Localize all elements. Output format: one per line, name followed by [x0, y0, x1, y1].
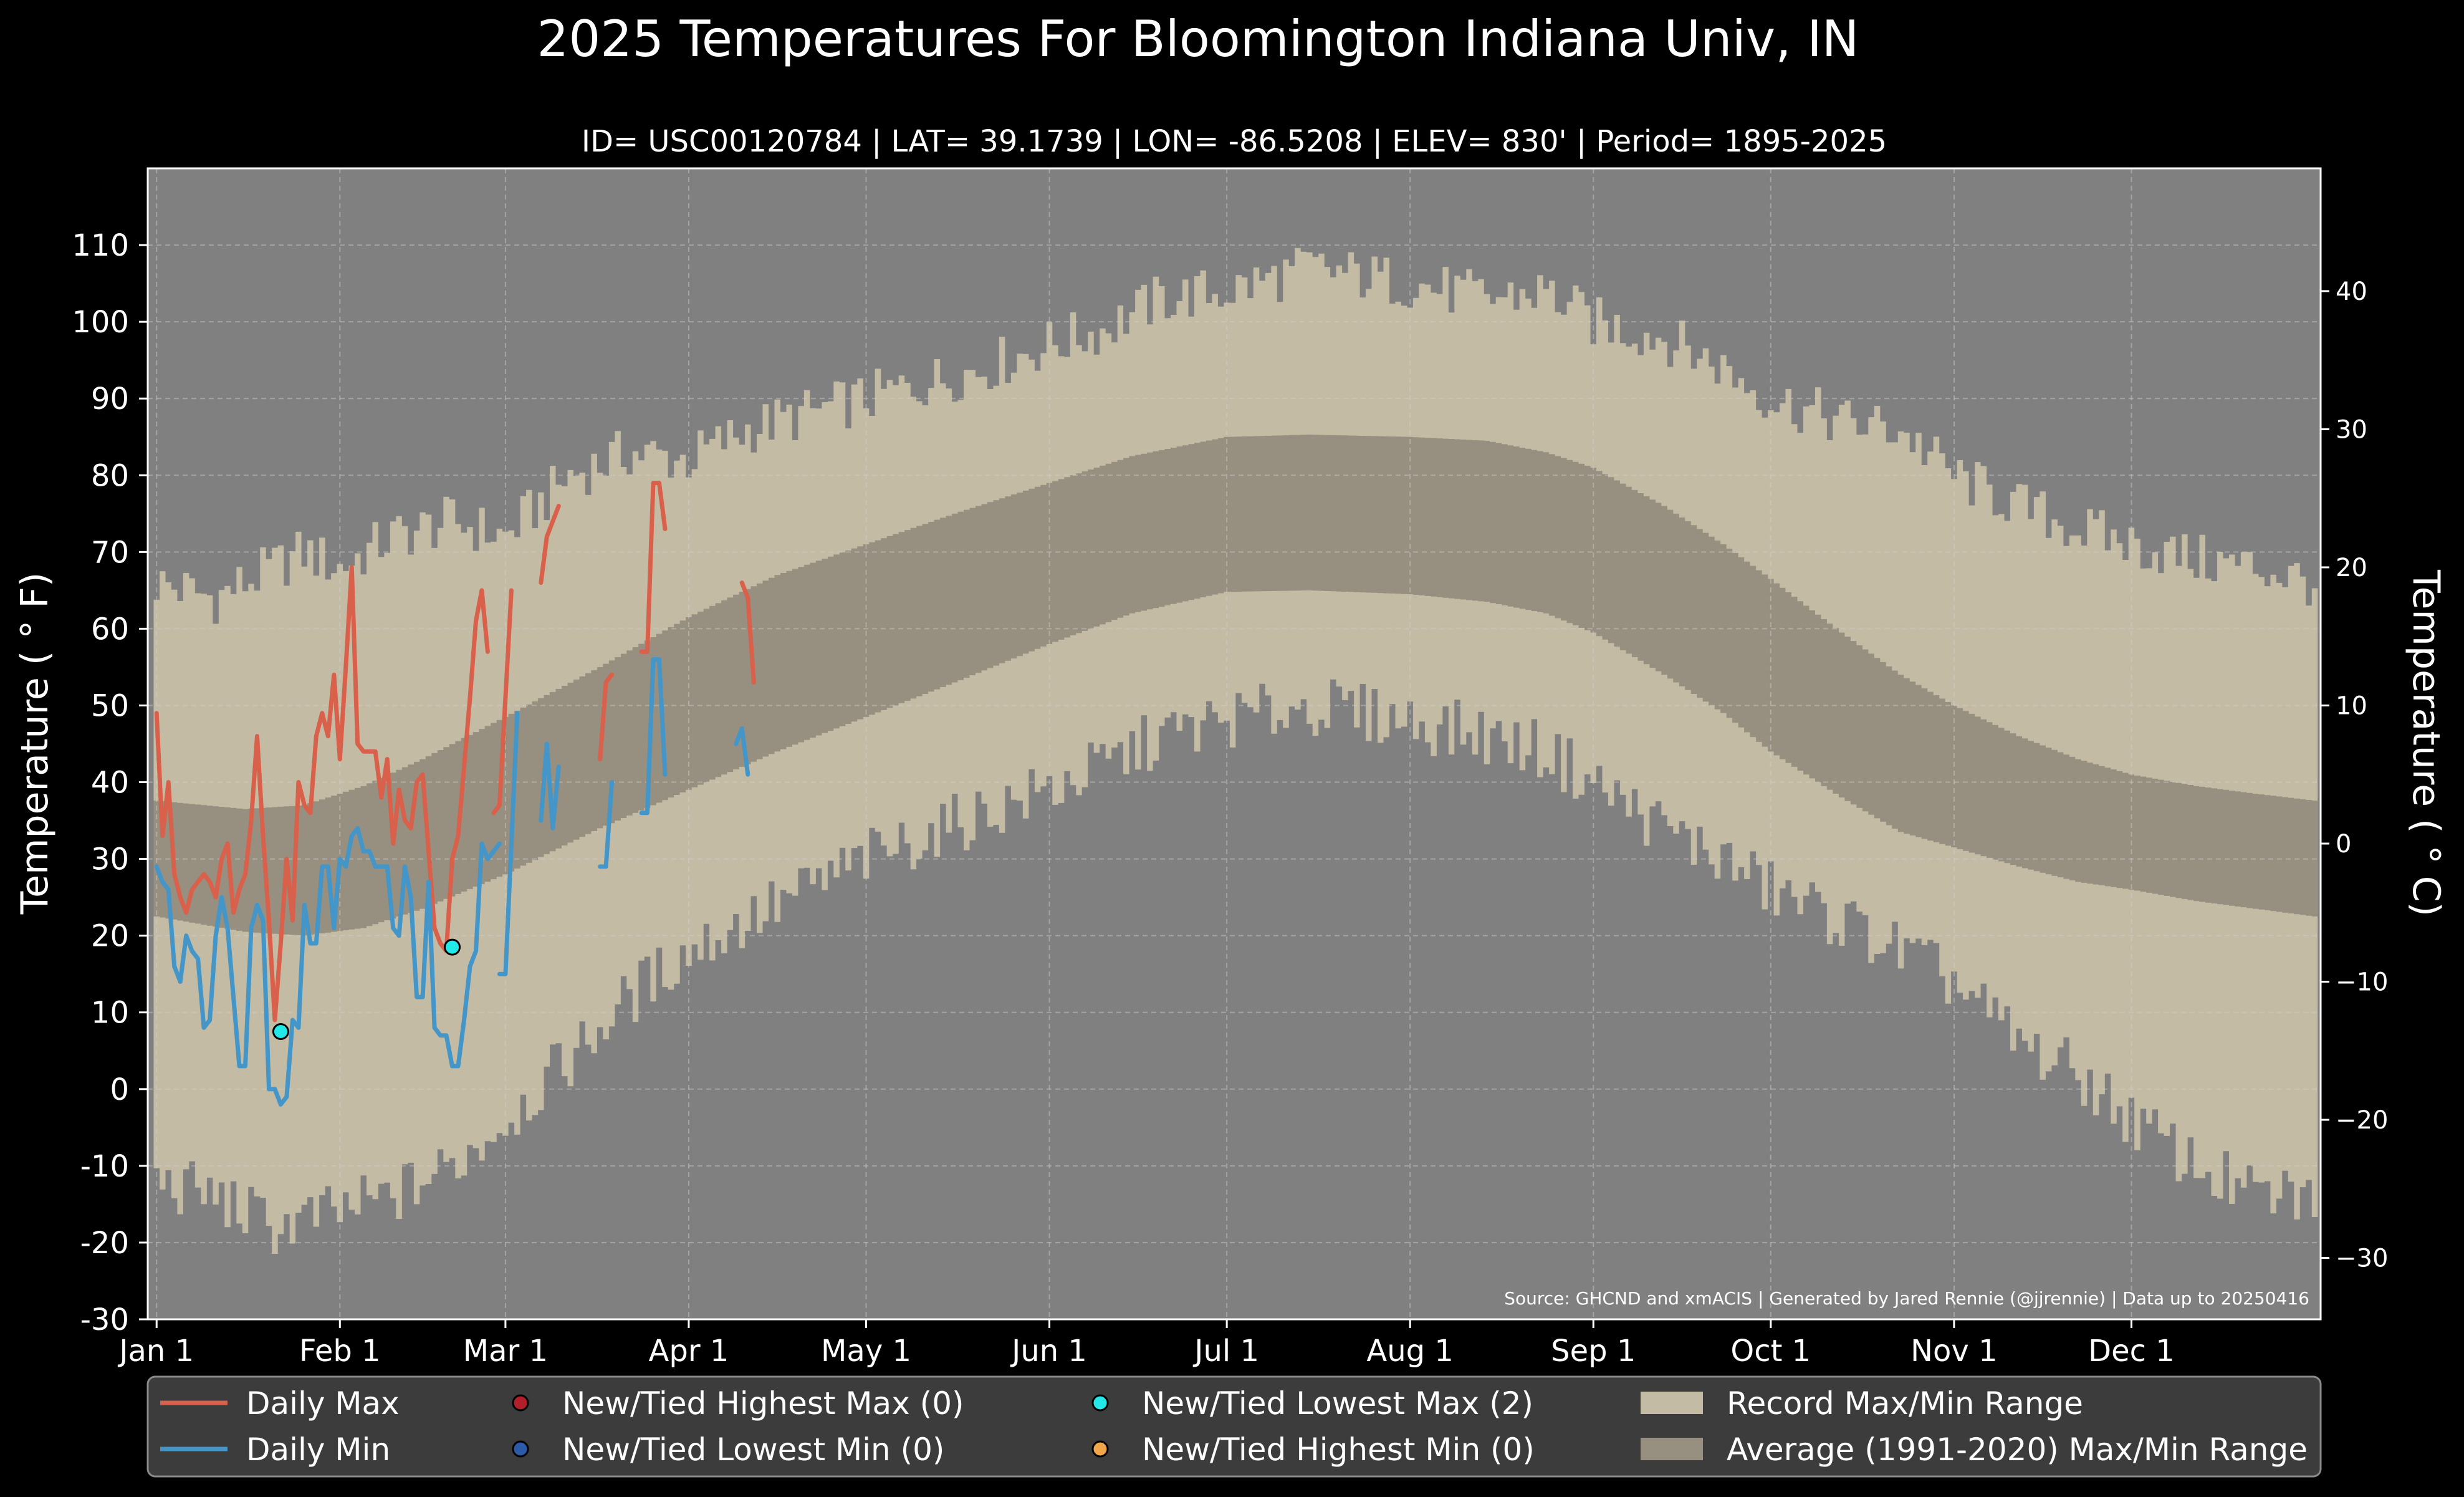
series-line-segment [539, 741, 561, 830]
legend-swatch-dot [1091, 1394, 1109, 1412]
legend-swatch-dot [512, 1440, 529, 1458]
x-tick-label: Mar 1 [463, 1334, 548, 1369]
record-range-band [153, 248, 2318, 1254]
y-axis-label-left: Temperature ( ° F) [13, 572, 57, 915]
legend-label: Daily Max [246, 1385, 400, 1422]
y-tick-label: 20 [91, 919, 129, 954]
y-right-tick-label: 10 [2336, 691, 2367, 720]
series-line-segment [598, 780, 615, 869]
plot-area [146, 167, 2322, 1321]
y-tick-label: -20 [80, 1226, 129, 1261]
x-tick-label: Aug 1 [1366, 1334, 1454, 1369]
y-right-tick-label: 40 [2336, 277, 2367, 306]
series-line-segment [539, 504, 561, 585]
series-line-segment [639, 481, 668, 654]
record-lowest-max-marker [272, 1023, 289, 1040]
x-tick-label: Jun 1 [1010, 1334, 1087, 1369]
y-right-tick-label: 0 [2336, 830, 2351, 859]
x-tick-label: Apr 1 [649, 1334, 729, 1369]
y-tick-label: 110 [72, 228, 129, 263]
series-line-segment [598, 672, 615, 762]
x-tick-label: Dec 1 [2088, 1334, 2175, 1369]
y-tick-label: -30 [80, 1302, 129, 1337]
series-line-segment [497, 711, 520, 976]
series-line-segment [154, 565, 490, 1023]
normal-range-band [153, 435, 2318, 936]
x-tick-label: Feb 1 [299, 1334, 381, 1369]
chart-subtitle: ID= USC00120784 | LAT= 39.1739 | LON= -8… [582, 124, 1887, 159]
legend-swatch-patch [1641, 1438, 1703, 1460]
legend-label: New/Tied Lowest Min (0) [562, 1432, 944, 1468]
y-tick-label: 70 [91, 535, 129, 570]
axes: -30-20-100102030405060708090100110−30−20… [72, 228, 2388, 1369]
legend: Daily Max New/Tied Highest Max (0) New/Tie… [146, 1375, 2322, 1478]
chart-title: 2025 Temperatures For Bloomington Indian… [537, 10, 1859, 68]
y-tick-label: 90 [91, 382, 129, 416]
y-tick-label: 50 [91, 688, 129, 723]
x-tick-label: May 1 [821, 1334, 911, 1369]
x-tick-label: Jul 1 [1192, 1334, 1259, 1369]
legend-swatch-dot [512, 1394, 529, 1412]
series-daily-min [154, 657, 750, 1107]
y-tick-label: 80 [91, 458, 129, 493]
gridlines [148, 168, 2321, 1320]
legend-label: Average (1991-2020) Max/Min Range [1727, 1432, 2308, 1468]
legend-swatch-patch [1641, 1392, 1703, 1414]
y-tick-label: 40 [91, 766, 129, 801]
y-tick-label: 10 [91, 996, 129, 1031]
y-tick-label: 0 [110, 1072, 129, 1107]
series-line-segment [734, 726, 750, 777]
series-line-segment [154, 826, 502, 1107]
x-tick-label: Sep 1 [1551, 1334, 1636, 1369]
x-tick-label: Jan 1 [117, 1334, 194, 1369]
legend-label: New/Tied Lowest Max (2) [1142, 1385, 1533, 1422]
series-daily-max [154, 481, 756, 1023]
legend-label: New/Tied Highest Max (0) [562, 1385, 964, 1422]
y-tick-label: 100 [72, 305, 129, 340]
y-tick-label: 60 [91, 612, 129, 647]
y-right-tick-label: −30 [2336, 1244, 2388, 1273]
legend-label: Record Max/Min Range [1727, 1385, 2083, 1422]
legend-swatch-dot [1091, 1440, 1109, 1458]
legend-label: Daily Min [246, 1432, 390, 1468]
x-tick-label: Nov 1 [1910, 1334, 1997, 1369]
y-right-tick-label: −20 [2336, 1106, 2388, 1135]
series-line-segment [739, 580, 756, 685]
y-tick-label: -10 [80, 1149, 129, 1184]
y-axis-label-right: Temperature ( ° C) [2404, 569, 2448, 917]
y-right-tick-label: −10 [2336, 968, 2388, 997]
x-tick-label: Oct 1 [1730, 1334, 1811, 1369]
legend-box [146, 1375, 2322, 1478]
series-line-segment [491, 588, 514, 816]
series-line-segment [639, 657, 668, 816]
y-right-tick-label: 20 [2336, 554, 2367, 582]
legend-label: New/Tied Highest Min (0) [1142, 1432, 1535, 1468]
source-note: Source: GHCND and xmACIS | Generated by … [1504, 1288, 2309, 1309]
plot-frame [146, 167, 2322, 1321]
record-lowest-max-marker [444, 938, 461, 956]
y-tick-label: 30 [91, 842, 129, 877]
y-right-tick-label: 30 [2336, 415, 2367, 444]
